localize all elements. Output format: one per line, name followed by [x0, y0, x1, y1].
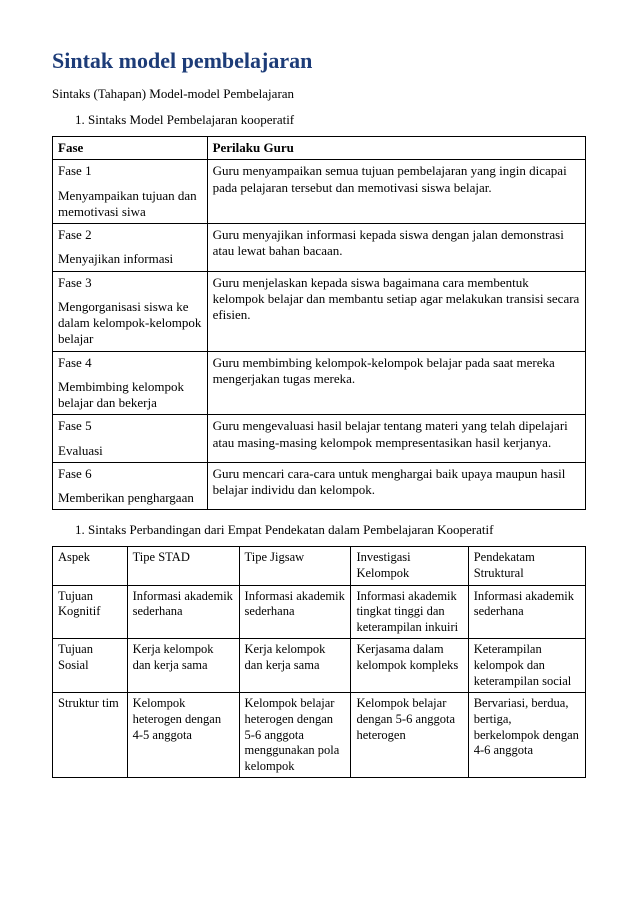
- table-row: Fase 4 Membimbing kelompok belajar dan b…: [53, 351, 586, 415]
- cell-behavior: Guru membimbing kelompok-kelompok belaja…: [207, 351, 585, 415]
- section-1-list: Sintaks Model Pembelajaran kooperatif: [52, 112, 586, 128]
- phase-desc: Menyajikan informasi: [58, 251, 202, 267]
- phase-number: Fase 6: [58, 466, 202, 482]
- table-header-cell: Perilaku Guru: [207, 137, 585, 160]
- table-cell: Kelompok belajar heterogen dengan 5-6 an…: [239, 693, 351, 778]
- table-cell: Kelompok belajar dengan 5-6 anggota hete…: [351, 693, 468, 778]
- table-cell: Informasi akademik sederhana: [468, 585, 585, 639]
- cell-phase: Fase 5 Evaluasi: [53, 415, 208, 463]
- table-cell: Keterampilan kelompok dan keterampilan s…: [468, 639, 585, 693]
- section-2-item: Sintaks Perbandingan dari Empat Pendekat…: [88, 522, 586, 538]
- table-cell: Bervariasi, berdua, bertiga, berkelompok…: [468, 693, 585, 778]
- table-header-cell: Investigasi Kelompok: [351, 547, 468, 585]
- table-cell: Tujuan Kognitif: [53, 585, 128, 639]
- table-cell: Tujuan Sosial: [53, 639, 128, 693]
- table-row: Fase 5 Evaluasi Guru mengevaluasi hasil …: [53, 415, 586, 463]
- phase-desc: Membimbing kelompok belajar dan bekerja: [58, 379, 202, 412]
- phase-number: Fase 3: [58, 275, 202, 291]
- table-header-cell: Pendekatam Struktural: [468, 547, 585, 585]
- table-cell: Kerjasama dalam kelompok kompleks: [351, 639, 468, 693]
- table-row: Fase 1 Menyampaikan tujuan dan memotivas…: [53, 160, 586, 224]
- cell-behavior: Guru menyajikan informasi kepada siswa d…: [207, 224, 585, 272]
- phase-number: Fase 2: [58, 227, 202, 243]
- cell-phase: Fase 3 Mengorganisasi siswa ke dalam kel…: [53, 271, 208, 351]
- table-cell: Informasi akademik sederhana: [239, 585, 351, 639]
- table-header-cell: Aspek: [53, 547, 128, 585]
- page-title: Sintak model pembelajaran: [52, 48, 586, 74]
- table-fase-perilaku: Fase Perilaku Guru Fase 1 Menyampaikan t…: [52, 136, 586, 510]
- phase-desc: Menyampaikan tujuan dan memotivasi siwa: [58, 188, 202, 221]
- phase-number: Fase 1: [58, 163, 202, 179]
- cell-phase: Fase 6 Memberikan penghargaan: [53, 462, 208, 510]
- table-header-cell: Tipe STAD: [127, 547, 239, 585]
- table-row: Tujuan Kognitif Informasi akademik seder…: [53, 585, 586, 639]
- subtitle: Sintaks (Tahapan) Model-model Pembelajar…: [52, 86, 586, 102]
- table-perbandingan: Aspek Tipe STAD Tipe Jigsaw Investigasi …: [52, 546, 586, 778]
- table-row: Tujuan Sosial Kerja kelompok dan kerja s…: [53, 639, 586, 693]
- table-row: Fase 3 Mengorganisasi siswa ke dalam kel…: [53, 271, 586, 351]
- cell-behavior: Guru menjelaskan kepada siswa bagaimana …: [207, 271, 585, 351]
- table-cell: Informasi akademik tingkat tinggi dan ke…: [351, 585, 468, 639]
- table-cell: Kerja kelompok dan kerja sama: [239, 639, 351, 693]
- section-1-item: Sintaks Model Pembelajaran kooperatif: [88, 112, 586, 128]
- cell-phase: Fase 4 Membimbing kelompok belajar dan b…: [53, 351, 208, 415]
- table-row: Fase Perilaku Guru: [53, 137, 586, 160]
- table-row: Fase 6 Memberikan penghargaan Guru menca…: [53, 462, 586, 510]
- table-cell: Kelompok heterogen dengan 4-5 anggota: [127, 693, 239, 778]
- phase-desc: Mengorganisasi siswa ke dalam kelompok-k…: [58, 299, 202, 348]
- phase-desc: Evaluasi: [58, 443, 202, 459]
- table-cell: Struktur tim: [53, 693, 128, 778]
- cell-behavior: Guru mengevaluasi hasil belajar tentang …: [207, 415, 585, 463]
- table-row: Aspek Tipe STAD Tipe Jigsaw Investigasi …: [53, 547, 586, 585]
- phase-number: Fase 5: [58, 418, 202, 434]
- table-row: Fase 2 Menyajikan informasi Guru menyaji…: [53, 224, 586, 272]
- table-cell: Informasi akademik sederhana: [127, 585, 239, 639]
- section-2-list: Sintaks Perbandingan dari Empat Pendekat…: [52, 522, 586, 538]
- table-header-cell: Fase: [53, 137, 208, 160]
- table-header-cell: Tipe Jigsaw: [239, 547, 351, 585]
- phase-number: Fase 4: [58, 355, 202, 371]
- cell-behavior: Guru menyampaikan semua tujuan pembelaja…: [207, 160, 585, 224]
- table-row: Struktur tim Kelompok heterogen dengan 4…: [53, 693, 586, 778]
- cell-phase: Fase 2 Menyajikan informasi: [53, 224, 208, 272]
- phase-desc: Memberikan penghargaan: [58, 490, 202, 506]
- cell-phase: Fase 1 Menyampaikan tujuan dan memotivas…: [53, 160, 208, 224]
- cell-behavior: Guru mencari cara-cara untuk menghargai …: [207, 462, 585, 510]
- table-cell: Kerja kelompok dan kerja sama: [127, 639, 239, 693]
